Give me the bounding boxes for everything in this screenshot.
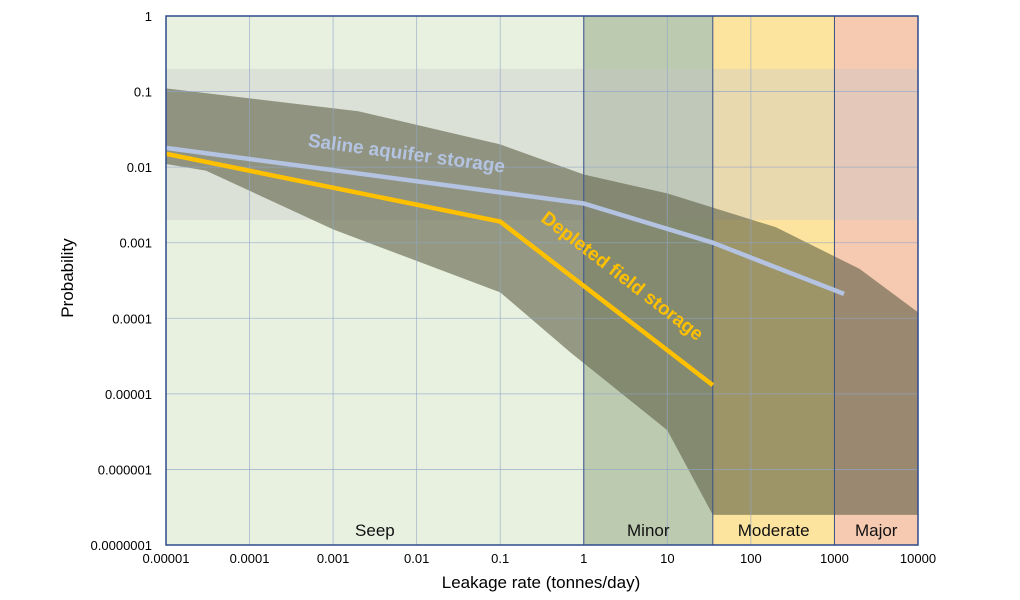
series-lines (165, 145, 845, 387)
x-tick-label: 0.00001 (143, 551, 190, 566)
plot-border (165, 15, 919, 546)
y-tick-label: 0.0001 (112, 311, 152, 326)
plot-frame (165, 15, 919, 546)
x-tick-label: 1 (580, 551, 587, 566)
x-tick-label: 100 (740, 551, 762, 566)
x-tick-label: 0.1 (491, 551, 509, 566)
x-tick-labels: 0.00001 0.0001 0.001 0.01 0.1 1 10 100 1000 10000 (143, 551, 937, 566)
series-line-saline-aquifer-storage (165, 145, 845, 296)
x-tick-label: 10 (660, 551, 674, 566)
zone-label-seep: Seep (355, 521, 395, 540)
zone-label-moderate: Moderate (738, 521, 810, 540)
uncertainty-band-polygon (166, 88, 918, 515)
zone-labels: Seep Minor Moderate Major (355, 521, 898, 540)
y-tick-labels: 0.0000001 0.000001 0.00001 0.0001 0.001 0.01 0… (91, 9, 152, 553)
y-tick-label: 1 (145, 9, 152, 24)
y-tick-label: 0.001 (119, 236, 152, 251)
x-tick-label: 0.0001 (230, 551, 270, 566)
y-tick-label: 0.01 (127, 160, 152, 175)
uncertainty-band (166, 88, 918, 515)
zone-label-major: Major (855, 521, 898, 540)
y-axis-title: Probability (58, 238, 77, 318)
x-tick-label: 10000 (900, 551, 936, 566)
zone-borders (583, 16, 835, 545)
x-tick-label: 0.01 (404, 551, 429, 566)
x-axis-title: Leakage rate (tonnes/day) (442, 573, 640, 592)
x-tick-label: 1000 (820, 551, 849, 566)
y-tick-label: 0.0000001 (91, 538, 152, 553)
series-line-depleted-field-storage (165, 151, 715, 387)
y-tick-label: 0.000001 (98, 462, 152, 477)
x-tick-label: 0.001 (317, 551, 350, 566)
y-tick-label: 0.00001 (105, 387, 152, 402)
zone-label-minor: Minor (627, 521, 670, 540)
y-tick-label: 0.1 (134, 85, 152, 100)
